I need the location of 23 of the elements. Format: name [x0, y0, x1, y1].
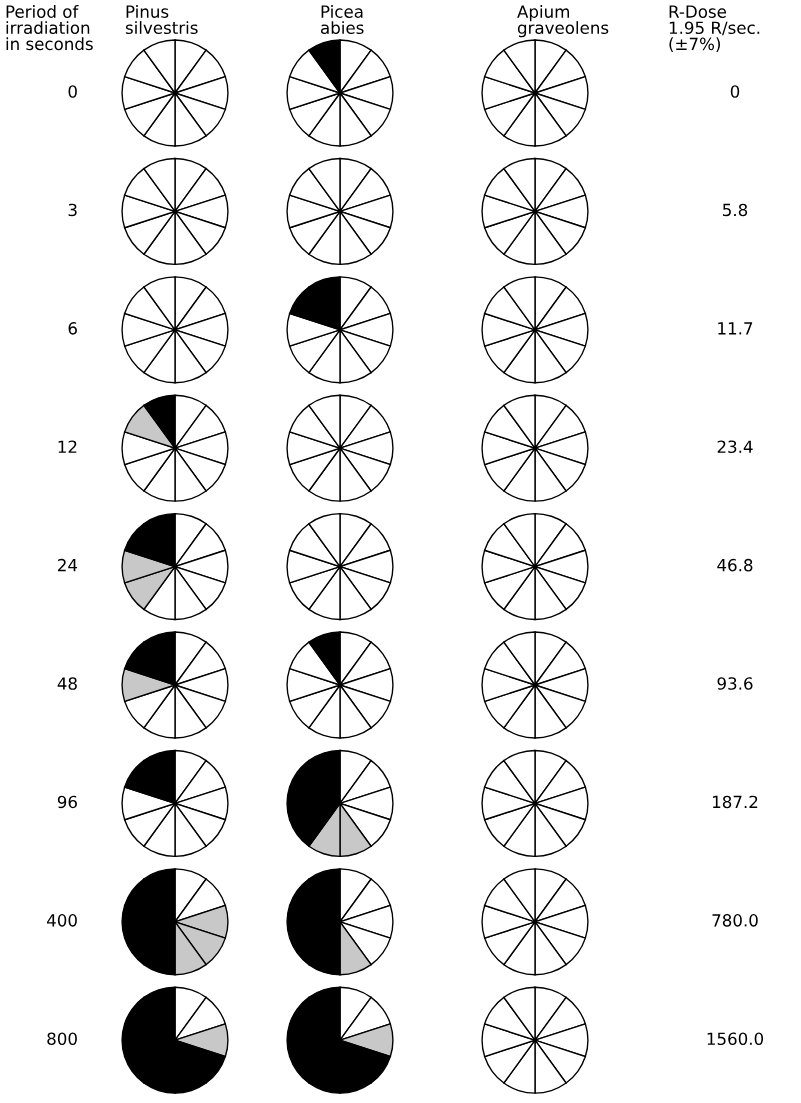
text: 23.4 [717, 440, 753, 454]
text: Period of irradiation in seconds [6, 5, 93, 51]
text: 96 [57, 795, 77, 809]
text: 93.6 [717, 677, 753, 690]
text: 1560.0 [707, 1032, 764, 1046]
text: 780.0 [712, 914, 758, 927]
text: Picea abies [321, 5, 364, 35]
text: Pinus silvestris [125, 5, 198, 35]
text: 400 [47, 914, 77, 927]
text: 187.2 [712, 795, 758, 809]
text: 48 [57, 677, 77, 690]
text: 5.8 [723, 203, 748, 217]
text: 0 [68, 85, 77, 98]
text: Apium graveolens [517, 5, 609, 38]
text: 0 [730, 85, 740, 98]
text: 800 [47, 1032, 77, 1046]
text: 46.8 [717, 558, 753, 572]
text: 11.7 [718, 322, 753, 335]
text: 3 [68, 203, 77, 217]
text: 12 [58, 440, 77, 453]
text: R-Dose 1.95 R/sec. (±7%) [669, 5, 760, 53]
text: 24 [58, 558, 78, 572]
text: 6 [68, 322, 77, 335]
